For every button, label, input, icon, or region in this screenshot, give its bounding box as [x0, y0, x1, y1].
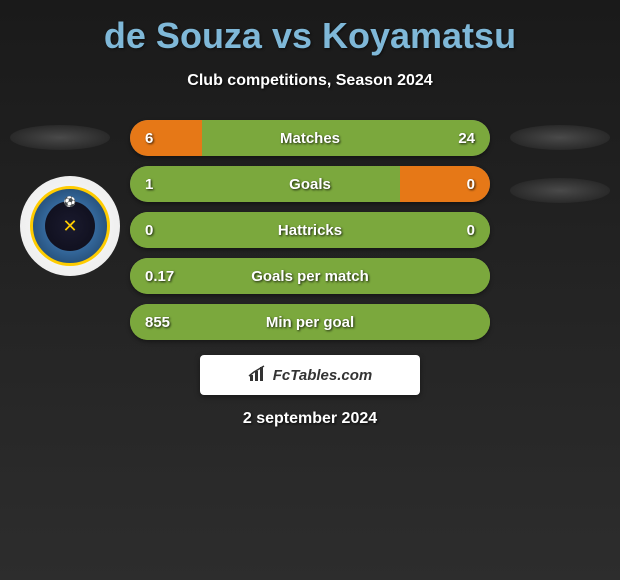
stat-value-left: 0 — [145, 222, 153, 239]
club-badge-right-placeholder — [510, 178, 610, 203]
date-text: 2 september 2024 — [243, 410, 377, 428]
stat-fill-left — [130, 120, 202, 156]
comparison-title: de Souza vs Koyamatsu — [0, 0, 620, 57]
attribution-text: FcTables.com — [273, 367, 372, 384]
stat-bar: 6 Matches 24 — [130, 120, 490, 156]
attribution-box: FcTables.com — [200, 355, 420, 395]
stat-label: Goals per match — [251, 268, 369, 285]
stat-label: Min per goal — [266, 314, 354, 331]
stat-value-right: 0 — [467, 176, 475, 193]
comparison-subtitle: Club competitions, Season 2024 — [0, 72, 620, 90]
stat-value-left: 1 — [145, 176, 153, 193]
stat-value-right: 24 — [458, 130, 475, 147]
stat-bar: 0.17 Goals per match — [130, 258, 490, 294]
stat-fill-right — [202, 120, 490, 156]
stat-fill-left — [130, 166, 400, 202]
stats-container: 6 Matches 24 1 Goals 0 0 Hattricks 0 0.17 Goals pe… — [130, 120, 490, 350]
stat-value-right: 0 — [467, 222, 475, 239]
stat-fill-right — [400, 166, 490, 202]
stat-value-left: 0.17 — [145, 268, 174, 285]
badge-cross-icon: ✕ — [62, 216, 77, 237]
club-badge-left: ✕ — [20, 176, 120, 276]
stat-value-left: 6 — [145, 130, 153, 147]
stat-label: Goals — [289, 176, 331, 193]
stat-value-left: 855 — [145, 314, 170, 331]
stat-bar: 855 Min per goal — [130, 304, 490, 340]
jubilo-iwata-badge: ✕ — [30, 186, 110, 266]
stat-label: Matches — [280, 130, 340, 147]
stat-bar: 1 Goals 0 — [130, 166, 490, 202]
player-avatar-left-placeholder — [10, 125, 110, 150]
stat-label: Hattricks — [278, 222, 342, 239]
stat-bar: 0 Hattricks 0 — [130, 212, 490, 248]
chart-icon — [248, 365, 268, 386]
player-avatar-right-placeholder — [510, 125, 610, 150]
